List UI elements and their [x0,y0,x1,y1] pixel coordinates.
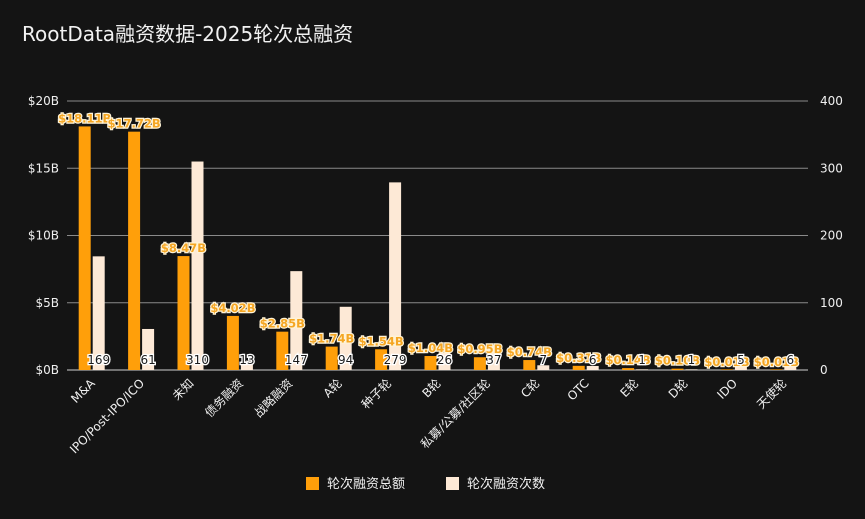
count-label: 26 [437,353,452,367]
bars [78,126,797,370]
count-bar [487,345,500,370]
category-label: C轮 [518,376,542,400]
count-label: 279 [384,353,407,367]
count-label: 1 [688,353,696,367]
count-bar [734,366,747,370]
category-label: D轮 [666,376,691,401]
amount-label: $0.74B [507,345,552,359]
count-label: 6 [589,353,597,367]
amount-label: $0.95B [457,342,502,356]
legend-swatch-amount [306,477,319,490]
count-label: 61 [140,353,155,367]
amount-bar [671,368,684,370]
amount-bar [572,365,585,370]
category-label: 未知 [170,376,197,403]
amount-bar [473,357,486,370]
right-tick-label: 0 [820,363,828,377]
category-label: B轮 [419,376,443,400]
count-bar [537,365,550,370]
left-axis-ticks: $0B $5B $10B $15B $20B [28,94,59,377]
category-label: 天使轮 [753,376,789,412]
count-label: 94 [338,353,353,367]
amount-bar [720,369,733,370]
count-bar [191,161,204,370]
amount-label: $1.04B [408,341,453,355]
amount-bar [523,360,536,370]
left-tick-label: $15B [28,161,59,175]
count-label: 5 [737,353,745,367]
count-bar [636,369,649,370]
amount-label: $0.01B [704,355,749,369]
legend: 轮次融资总额 轮次融资次数 [306,476,545,492]
category-label: OTC [565,376,592,403]
right-tick-label: 400 [820,94,843,108]
amount-bar [325,346,338,370]
count-bar [240,361,253,370]
count-label: 37 [486,353,501,367]
count-bar [142,328,155,370]
category-label: 种子轮 [359,376,394,411]
count-label: 13 [239,353,254,367]
legend-swatch-count [446,477,459,490]
amount-label: $8.47B [161,241,206,255]
amount-label: $0.14B [606,353,651,367]
count-label: 7 [539,353,547,367]
category-label: E轮 [617,376,641,400]
count-bar [438,352,451,370]
amount-label: $0.10B [655,354,700,368]
amount-label: $18.11B [58,111,111,125]
count-label: 147 [285,353,308,367]
amount-bar [770,369,783,370]
amount-label: $2.85B [260,317,305,331]
legend-label-count: 轮次融资次数 [467,476,545,492]
gridlines [67,100,808,371]
left-tick-label: $0B [35,363,59,377]
amount-bar [128,131,141,370]
count-bar [92,256,105,370]
amount-label: $0.31B [556,351,601,365]
amount-label: $4.02B [210,301,255,315]
amount-label: $1.74B [309,332,354,346]
left-tick-label: $20B [28,94,59,108]
left-tick-label: $10B [28,229,59,243]
count-bar [685,369,698,370]
amount-bar [276,331,289,370]
amount-bar [375,349,388,370]
category-label: IDO [714,376,740,402]
amount-bar [424,356,437,370]
left-tick-label: $5B [35,296,59,310]
count-bar [389,182,402,370]
right-tick-label: 100 [820,296,843,310]
amount-bar [78,126,91,370]
count-bar [339,306,352,370]
category-label: 战略融资 [251,376,296,421]
amount-label: $17.72B [108,117,161,131]
count-bar [586,365,599,370]
category-label: 债务融资 [201,376,246,421]
right-axis-ticks: 0 100 200 300 400 [820,94,843,377]
count-label: 1 [638,353,646,367]
count-bar [784,365,797,370]
right-tick-label: 200 [820,229,843,243]
amount-bar [177,256,190,370]
amount-bar [226,315,239,370]
category-label: M&A [68,376,98,406]
data-labels: $18.11B169$17.72B61$8.47B310$4.02B13$2.8… [57,110,800,370]
legend-label-amount: 轮次融资总额 [327,476,405,492]
right-tick-label: 300 [820,161,843,175]
amount-bar [622,368,635,370]
count-label: 169 [87,353,110,367]
count-label: 6 [786,353,794,367]
count-bar [290,271,303,370]
amount-label: $0.01B [754,355,799,369]
count-label: 310 [186,353,209,367]
chart-title: RootData融资数据-2025轮次总融资 [22,22,354,46]
category-label: A轮 [321,376,345,400]
amount-label: $1.54B [359,334,404,348]
